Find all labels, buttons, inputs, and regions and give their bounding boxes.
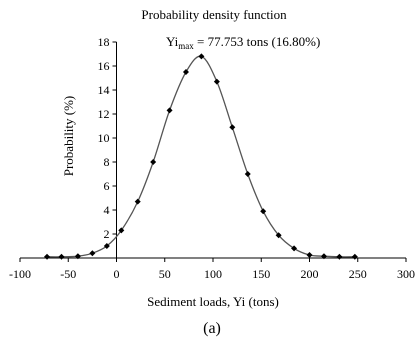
figure-caption: (a) xyxy=(203,320,221,337)
data-point-marker xyxy=(229,124,236,131)
data-point-marker xyxy=(89,250,96,257)
annotation-prefix: Yi xyxy=(166,34,179,49)
y-tick-label: 8 xyxy=(104,155,110,169)
data-point-marker xyxy=(166,107,173,114)
x-tick-labels: -100 -50 0 50 100 150 200 250 300 xyxy=(9,267,415,281)
x-tick-label: 50 xyxy=(159,267,171,281)
data-point-marker xyxy=(74,253,81,260)
x-tick-label: 250 xyxy=(349,267,367,281)
data-point-marker xyxy=(306,252,313,258)
x-tick-label: 0 xyxy=(114,267,120,281)
y-tick-label: 6 xyxy=(104,179,110,193)
data-point-marker xyxy=(275,232,282,239)
x-tick-label: 200 xyxy=(301,267,319,281)
y-tick-label: 12 xyxy=(98,107,110,121)
y-tick-labels: 2 4 6 8 10 12 14 16 18 xyxy=(98,35,110,241)
x-tick-label: -100 xyxy=(9,267,31,281)
y-axis xyxy=(112,41,117,258)
y-tick-label: 4 xyxy=(104,203,110,217)
annotation-suffix: = 77.753 tons (16.80%) xyxy=(194,34,321,49)
x-tick-label: 100 xyxy=(204,267,222,281)
annotation-text: Yimax = 77.753 tons (16.80%) xyxy=(166,34,320,51)
x-axis xyxy=(19,257,407,262)
x-axis-label: Sediment loads, Yi (tons) xyxy=(147,294,279,309)
annotation-subscript: max xyxy=(178,41,194,51)
y-tick-label: 10 xyxy=(98,131,110,145)
y-axis-label: Probability (%) xyxy=(61,96,76,177)
data-point-marker xyxy=(351,253,358,260)
y-tick-label: 18 xyxy=(98,35,110,49)
data-point-marker xyxy=(118,227,125,234)
y-tick-label: 14 xyxy=(98,83,110,97)
data-point-marker xyxy=(244,171,251,177)
data-point-marker xyxy=(58,253,65,260)
data-point-marker xyxy=(150,159,157,165)
data-point-marker xyxy=(198,53,205,60)
data-point-marker xyxy=(44,253,51,260)
data-point-marker xyxy=(260,208,267,215)
x-tick-label: 300 xyxy=(397,267,415,281)
x-tick-label: -50 xyxy=(60,267,76,281)
data-point-marker xyxy=(336,253,343,260)
series-line xyxy=(47,55,355,258)
data-point-marker xyxy=(320,253,327,260)
data-point-marker xyxy=(134,198,141,205)
y-tick-label: 2 xyxy=(104,227,110,241)
data-point-marker xyxy=(213,78,220,85)
data-point-marker xyxy=(291,245,298,252)
x-tick-label: 150 xyxy=(252,267,270,281)
data-point-marker xyxy=(182,69,189,75)
data-point-marker xyxy=(103,243,110,249)
data-series xyxy=(44,53,358,260)
chart-title: Probability density function xyxy=(141,7,287,22)
y-tick-label: 16 xyxy=(98,59,110,73)
